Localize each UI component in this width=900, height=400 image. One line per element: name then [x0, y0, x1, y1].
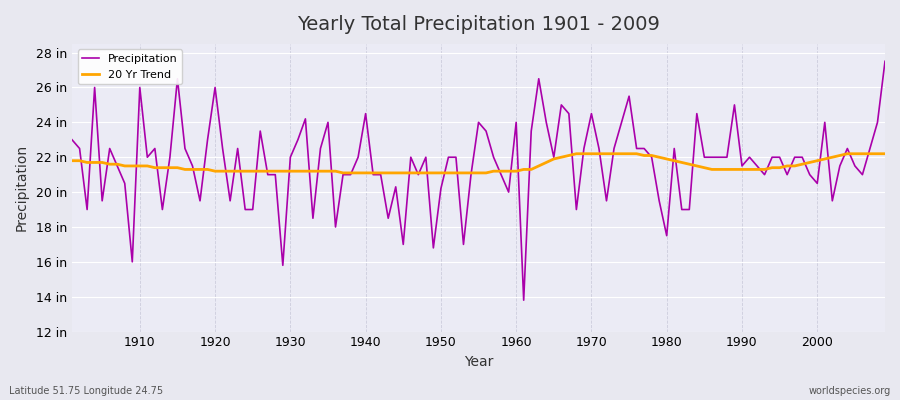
20 Yr Trend [338, 170, 348, 175]
Precipitation [879, 59, 890, 64]
Precipitation [518, 298, 529, 302]
Precipitation [608, 146, 619, 151]
20 Yr Trend [879, 151, 890, 156]
Precipitation [127, 260, 138, 264]
Text: worldspecies.org: worldspecies.org [809, 386, 891, 396]
X-axis label: Year: Year [464, 355, 493, 369]
Text: Latitude 51.75 Longitude 24.75: Latitude 51.75 Longitude 24.75 [9, 386, 163, 396]
20 Yr Trend [127, 164, 138, 168]
Line: Precipitation: Precipitation [72, 61, 885, 300]
Precipitation [67, 137, 77, 142]
Precipitation [292, 137, 303, 142]
20 Yr Trend [571, 151, 581, 156]
Title: Yearly Total Precipitation 1901 - 2009: Yearly Total Precipitation 1901 - 2009 [297, 15, 660, 34]
Line: 20 Yr Trend: 20 Yr Trend [72, 154, 885, 173]
Y-axis label: Precipitation: Precipitation [15, 144, 29, 231]
20 Yr Trend [346, 170, 356, 175]
20 Yr Trend [616, 151, 627, 156]
20 Yr Trend [67, 158, 77, 163]
20 Yr Trend [292, 169, 303, 174]
Precipitation [503, 190, 514, 194]
Legend: Precipitation, 20 Yr Trend: Precipitation, 20 Yr Trend [77, 50, 182, 84]
Precipitation [511, 120, 522, 125]
20 Yr Trend [518, 167, 529, 172]
Precipitation [338, 172, 348, 177]
20 Yr Trend [511, 169, 522, 174]
